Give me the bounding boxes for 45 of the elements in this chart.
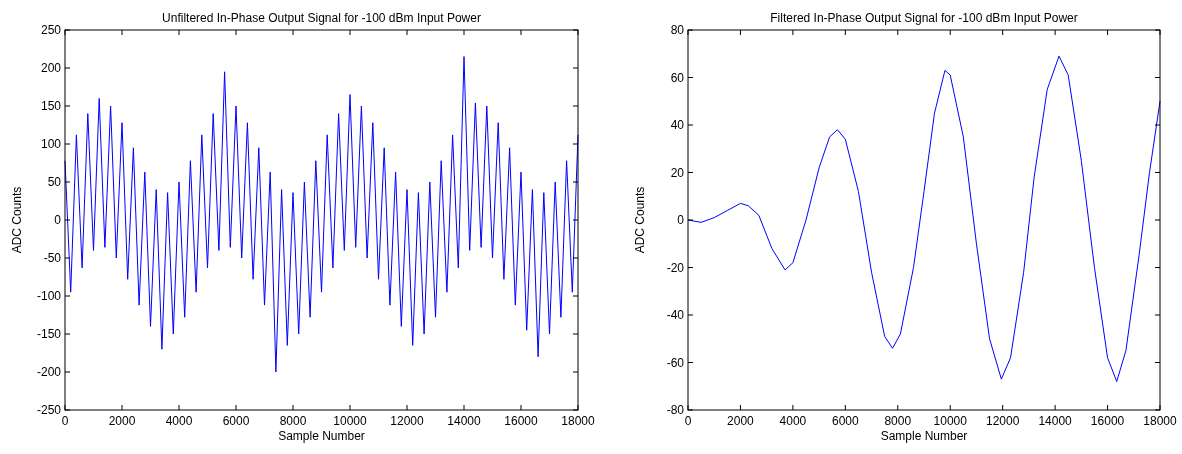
y-tick-label: 50 <box>47 175 62 189</box>
y-tick-label: 250 <box>40 23 62 37</box>
y-tick-label: 60 <box>670 70 685 85</box>
y-tick-label: -60 <box>666 355 685 370</box>
chart-title: Unfiltered In-Phase Output Signal for -100 dBm Input Power <box>162 11 481 25</box>
x-tick-label: 10000 <box>933 414 968 428</box>
x-tick-label: 12000 <box>390 414 425 428</box>
x-tick-label: 4000 <box>165 414 193 428</box>
y-axis-title: ADC Counts <box>633 186 647 254</box>
x-tick-label: 16000 <box>1090 414 1125 428</box>
x-tick-label: 2000 <box>727 414 755 428</box>
x-tick-label: 18000 <box>561 414 596 428</box>
y-tick-label: -50 <box>43 251 62 265</box>
x-tick-label: 14000 <box>1038 414 1073 428</box>
y-tick-label: -80 <box>666 403 685 417</box>
y-tick-label: 20 <box>670 165 685 180</box>
y-tick-label: 200 <box>40 61 62 75</box>
x-tick-label: 4000 <box>779 414 807 428</box>
y-tick-label: 100 <box>40 137 62 151</box>
y-tick-label: 0 <box>677 213 685 227</box>
x-tick-label: 18000 <box>1143 414 1178 428</box>
y-tick-label: 150 <box>40 99 62 113</box>
line-series <box>64 56 579 373</box>
x-axis-title: Sample Number <box>278 429 365 443</box>
y-tick-label: 80 <box>670 23 685 37</box>
y-tick-label: -100 <box>36 289 62 303</box>
y-axis-title: ADC Counts <box>10 186 24 254</box>
y-tick-label: -20 <box>666 260 685 275</box>
y-tick-label: 40 <box>670 118 685 132</box>
y-tick-label: -250 <box>36 403 62 417</box>
chart-title: Filtered In-Phase Output Signal for -100 dBm Input Power <box>770 11 1078 25</box>
x-tick-label: 2000 <box>108 414 136 428</box>
x-tick-label: 6000 <box>831 414 859 428</box>
y-tick-label: 0 <box>54 213 62 227</box>
y-tick-label: -150 <box>36 327 62 341</box>
x-tick-label: 16000 <box>504 414 539 428</box>
x-tick-label: 8000 <box>884 414 912 428</box>
x-tick-label: 14000 <box>447 414 482 428</box>
y-tick-label: -40 <box>666 308 685 322</box>
y-tick-label: -200 <box>36 365 62 379</box>
x-tick-label: 12000 <box>985 414 1020 428</box>
x-axis-title: Sample Number <box>880 429 968 443</box>
x-tick-label: 6000 <box>222 414 250 428</box>
x-tick-label: 8000 <box>279 414 307 428</box>
x-tick-label: 10000 <box>333 414 368 428</box>
